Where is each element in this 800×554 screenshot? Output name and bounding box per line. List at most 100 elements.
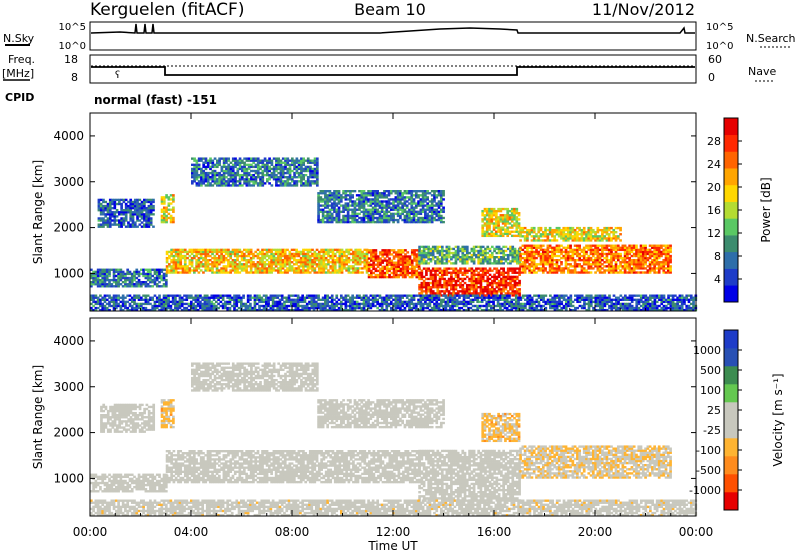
power-cell — [162, 276, 166, 280]
power-cell — [252, 252, 255, 256]
power-cell — [199, 265, 203, 268]
power-cell — [456, 253, 460, 257]
power-cell — [265, 254, 269, 258]
power-cell — [136, 202, 139, 206]
power-cell — [594, 271, 597, 274]
power-cell — [108, 274, 111, 278]
power-cell — [513, 249, 517, 253]
power-cell — [508, 230, 512, 233]
power-cell — [160, 270, 164, 274]
power-cell — [497, 256, 501, 259]
power-cell — [509, 251, 512, 255]
power-cell — [227, 252, 230, 256]
power-cell — [367, 198, 370, 201]
power-cell — [379, 273, 382, 277]
power-cell — [490, 279, 494, 283]
power-cell — [560, 233, 563, 236]
power-cell — [277, 256, 280, 260]
power-cell — [598, 267, 602, 270]
power-cell — [497, 286, 501, 289]
power-cell — [621, 244, 625, 247]
power-cell — [202, 256, 205, 260]
power-cell — [115, 202, 119, 206]
power-cell — [193, 254, 196, 258]
power-cell — [233, 269, 237, 272]
power-cell — [490, 218, 494, 221]
power-cell — [311, 176, 315, 179]
power-cell — [129, 202, 133, 206]
power-cell — [385, 275, 389, 279]
power-cell — [562, 271, 566, 274]
power-cell — [399, 249, 403, 252]
power-cell — [99, 209, 103, 212]
power-cell — [268, 182, 271, 185]
power-cell — [124, 211, 128, 214]
power-cell — [666, 254, 670, 258]
power-cell — [616, 246, 620, 249]
power-cell — [164, 278, 168, 282]
power-cell — [501, 228, 505, 231]
power-cell — [104, 200, 108, 204]
power-cell — [172, 248, 176, 252]
power-cell — [304, 182, 308, 185]
power-cell — [541, 254, 545, 258]
power-cell — [425, 286, 428, 289]
power-cell — [136, 209, 139, 212]
power-cell — [426, 220, 429, 224]
power-cell — [188, 258, 192, 262]
power-cell — [653, 256, 656, 260]
power-cell — [557, 244, 561, 247]
power-cell — [544, 269, 547, 272]
power-cell — [113, 202, 117, 206]
power-cell — [229, 271, 233, 274]
power-cell — [149, 200, 153, 204]
power-cell — [562, 239, 566, 242]
power-cell — [167, 196, 171, 199]
power-cell — [234, 178, 237, 181]
power-cell — [614, 261, 618, 264]
cpid-text: normal (fast) -151 — [94, 93, 217, 107]
power-cell — [367, 263, 371, 266]
power-cell — [343, 267, 346, 270]
power-cell — [376, 273, 380, 277]
power-cell — [371, 210, 375, 213]
power-cell — [421, 194, 425, 197]
power-cell — [607, 250, 611, 254]
power-cell — [589, 248, 593, 252]
power-cell — [119, 268, 123, 271]
power-cell — [352, 267, 355, 270]
power-cell — [222, 163, 226, 167]
power-cell — [415, 253, 419, 256]
power-cell — [431, 249, 435, 253]
power-cell — [417, 194, 420, 197]
power-cell — [551, 254, 554, 258]
power-cell — [324, 250, 328, 254]
power-cell — [313, 250, 317, 254]
power-cell — [591, 235, 595, 238]
power-cell — [313, 161, 317, 164]
power-cell — [229, 252, 233, 256]
power-cell — [506, 222, 510, 225]
power-cell — [664, 263, 668, 266]
power-cell — [610, 231, 613, 234]
power-cell — [639, 263, 643, 266]
power-cell — [450, 271, 453, 274]
power-cell — [548, 256, 552, 260]
power-cell — [392, 273, 396, 277]
power-cell — [515, 218, 519, 221]
power-cell — [206, 163, 210, 167]
power-cell — [211, 267, 214, 270]
power-cell — [128, 276, 132, 280]
power-cell — [639, 244, 643, 247]
power-cell — [396, 194, 400, 197]
power-cell — [483, 209, 487, 213]
power-cell — [151, 285, 155, 288]
power-cell — [211, 165, 215, 169]
power-cell — [345, 261, 348, 264]
power-cell — [333, 254, 337, 258]
power-cell — [490, 207, 494, 211]
power-cell — [419, 218, 423, 222]
power-cell — [204, 159, 208, 162]
power-cell — [126, 272, 130, 276]
power-cell — [304, 263, 308, 266]
